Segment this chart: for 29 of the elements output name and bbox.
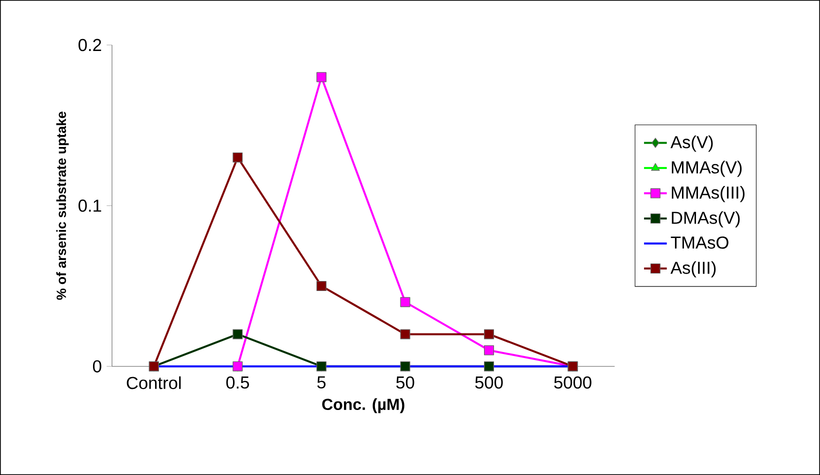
y-tick-label: 0 (92, 360, 102, 372)
legend-label: MMAs(V) (672, 160, 742, 177)
point (400, 361, 410, 372)
point (484, 361, 494, 372)
point (316, 72, 326, 82)
point (232, 361, 243, 372)
x-tick-label: 50 (396, 376, 414, 389)
x-tick-label: Control (126, 376, 181, 390)
point (484, 329, 494, 340)
point (400, 329, 410, 340)
x-tick-label: 5000 (554, 376, 592, 389)
point (232, 329, 243, 340)
legend-label: As(V) (670, 136, 713, 152)
point (316, 280, 326, 292)
point (232, 152, 243, 162)
y-tick-label: 0.2 (78, 38, 102, 52)
x-tick-label: 500 (475, 376, 503, 389)
point (316, 361, 326, 372)
x-axis-title: Conc. (µM) (322, 398, 404, 414)
legend-label: As(III) (670, 261, 716, 278)
y-axis-title: % of arsenic substrate uptake (56, 112, 69, 300)
point (400, 297, 410, 308)
x-tick-label: 0.5 (226, 376, 249, 389)
legend-label: TMAsO (670, 236, 728, 249)
point (484, 345, 494, 356)
legend-label: MMAs(III) (672, 186, 745, 202)
x-tick-label: 5 (317, 376, 326, 388)
legend-label: DMAs(V) (672, 211, 740, 228)
y-tick-label: 0.1 (78, 200, 102, 212)
